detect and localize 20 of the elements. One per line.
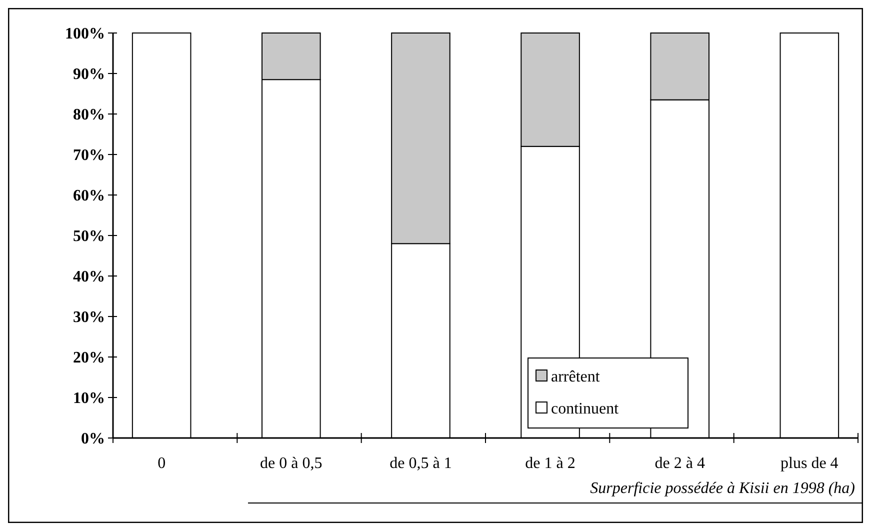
y-tick-label: 70% <box>73 147 105 164</box>
x-axis-title: Surperficie possédée à Kisii en 1998 (ha) <box>590 480 855 497</box>
x-tick-label: de 0,5 à 1 <box>390 455 452 472</box>
y-tick-label: 10% <box>73 390 105 408</box>
x-tick-label: 0 <box>158 455 166 472</box>
y-tick-label: 40% <box>73 268 105 286</box>
x-tick-label: de 1 à 2 <box>525 455 576 472</box>
x-tick-label: de 0 à 0,5 <box>260 455 322 472</box>
y-tick-label: 80% <box>73 106 105 124</box>
legend-label: arrêtent <box>551 368 600 386</box>
y-tick-label: 30% <box>73 309 105 326</box>
y-tick-label: 60% <box>73 188 105 205</box>
y-tick-label: 0% <box>81 430 105 448</box>
y-tick-label: 20% <box>73 350 105 367</box>
y-tick-label: 50% <box>73 228 105 246</box>
legend-label: continuent <box>551 400 620 418</box>
x-tick-label: de 2 à 4 <box>654 455 705 472</box>
y-tick-label: 90% <box>73 66 105 84</box>
y-tick-label: 100% <box>65 26 105 43</box>
x-tick-label: plus de 4 <box>780 455 838 472</box>
